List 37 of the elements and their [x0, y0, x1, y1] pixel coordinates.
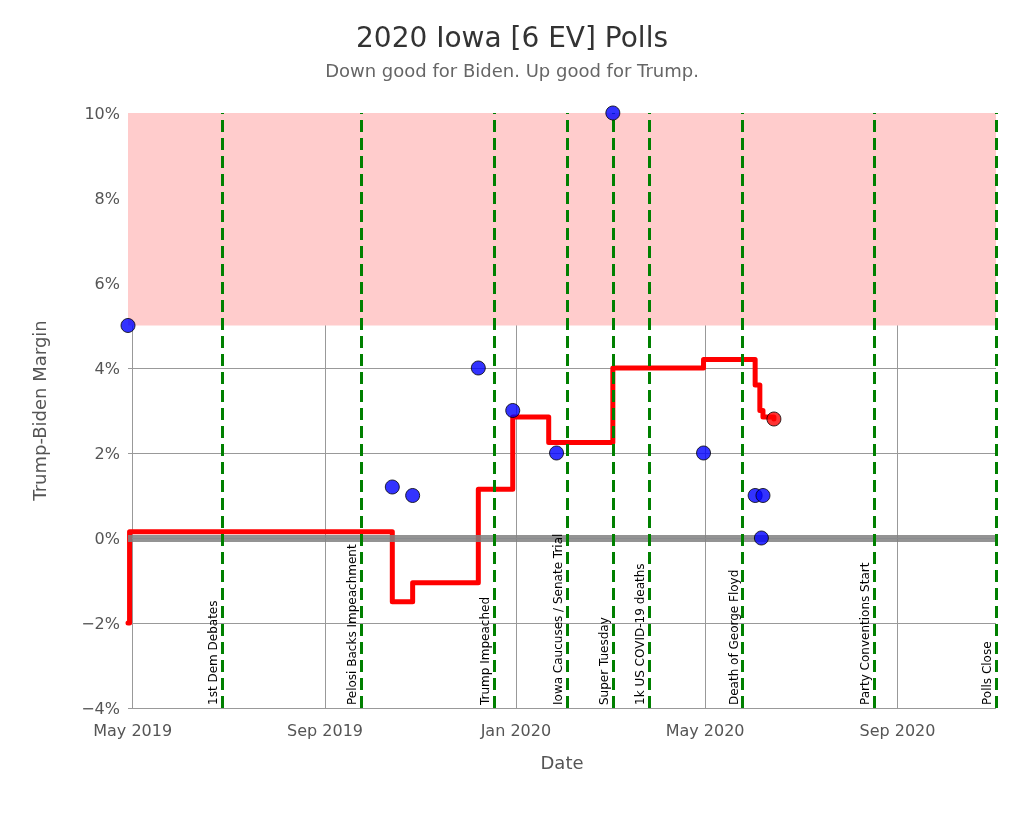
- y-tick-label: −2%: [81, 613, 120, 633]
- point: [405, 488, 421, 503]
- point: [505, 403, 521, 418]
- x-axis-title: Date: [540, 751, 584, 773]
- ref-line-label: Party Conventions Start: [858, 562, 873, 705]
- ref-line-label: Super Tuesday: [596, 617, 611, 705]
- y-axis-title: Trump-Biden Margin: [28, 320, 50, 502]
- x-tick-label: May 2020: [665, 720, 745, 740]
- y-tick-label: 6%: [94, 273, 120, 293]
- y-tick-label: 10%: [84, 103, 120, 123]
- ref-line-label: Death of George Floyd: [726, 569, 741, 705]
- point: [753, 530, 769, 546]
- ref-line-label: Polls Close: [980, 641, 994, 705]
- x-tick-label: May 2019: [93, 720, 173, 740]
- x-tick-label: Jan 2020: [479, 720, 552, 740]
- y-tick-label: 4%: [94, 358, 120, 378]
- point: [549, 445, 565, 461]
- y-tick-label: 8%: [94, 188, 120, 208]
- y-tick-label: 2%: [94, 443, 120, 463]
- y-tick-label: −4%: [81, 698, 120, 718]
- point: [605, 105, 621, 121]
- chart-title: 2020 Iowa [6 EV] Polls: [356, 20, 668, 54]
- ref-line-label: Iowa Caucuses / Senate Trial: [551, 533, 566, 705]
- chart-subtitle: Down good for Biden. Up good for Trump.: [325, 59, 699, 81]
- point: [384, 479, 400, 495]
- ref-line-label: 1k US COVID-19 deaths: [632, 563, 647, 705]
- point: [766, 411, 782, 427]
- x-tick-label: Sep 2019: [287, 720, 364, 740]
- point: [470, 360, 486, 376]
- ref-line-label: 1st Dem Debates: [205, 600, 220, 705]
- x-tick-label: Sep 2020: [859, 720, 936, 740]
- y-tick-label: 0%: [94, 528, 120, 548]
- point: [755, 488, 771, 503]
- ref-line-label: Pelosi Backs Impeachment: [345, 544, 360, 705]
- ref-line-label: Trump Impeached: [477, 596, 492, 706]
- point: [120, 318, 136, 333]
- point: [696, 445, 712, 461]
